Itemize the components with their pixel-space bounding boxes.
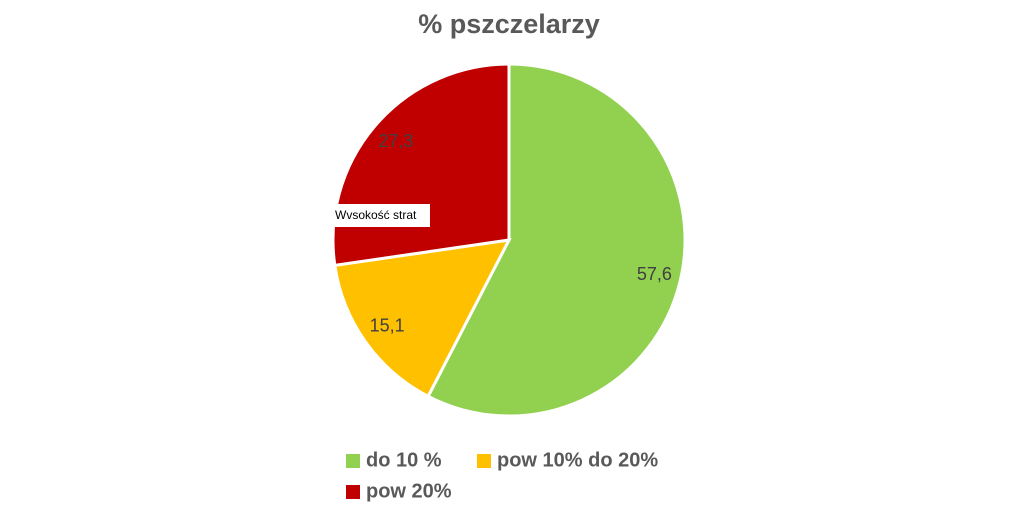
legend-label: do 10 %: [366, 449, 442, 471]
chart-title: % pszczelarzy: [418, 9, 600, 39]
legend-swatch: [346, 485, 360, 499]
labels: 57,6 15,1 27,3: [370, 131, 672, 336]
legend-label: pow 10% do 20%: [497, 449, 658, 471]
data-label: 27,3: [378, 131, 413, 151]
legend: do 10 % pow 10% do 20% pow 20%: [346, 449, 658, 502]
pie-slice: [333, 238, 512, 399]
data-label: 15,1: [370, 316, 405, 336]
pie-slice: [331, 62, 511, 268]
pie-slice: [426, 62, 687, 418]
legend-label: pow 20%: [366, 480, 452, 502]
legend-swatch: [477, 454, 491, 468]
legend-swatch: [346, 454, 360, 468]
pie: [331, 62, 687, 418]
data-label: 57,6: [637, 264, 672, 284]
annotation: Wvsokość strat: [335, 208, 417, 222]
annotation-box: [330, 204, 430, 227]
